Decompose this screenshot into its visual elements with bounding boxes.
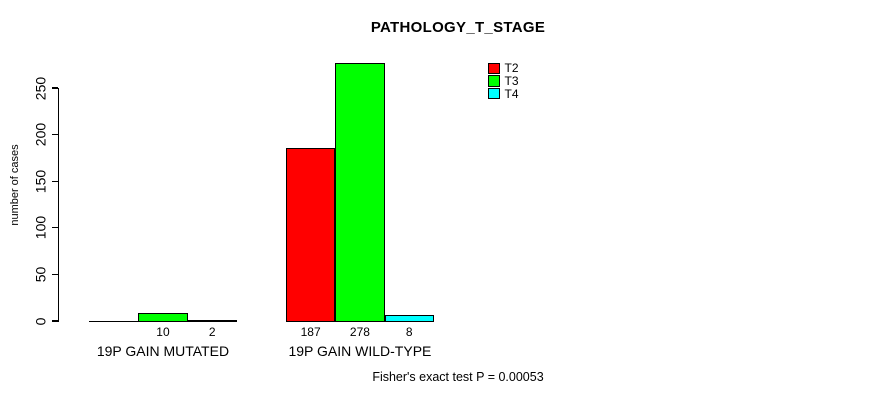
y-axis-tick	[51, 133, 58, 136]
legend-label: T2	[504, 61, 519, 76]
y-axis-line	[57, 88, 59, 323]
legend-swatch-t2	[488, 62, 500, 75]
bar-t3-group2	[335, 63, 385, 323]
legend-swatch-t4	[488, 87, 500, 100]
legend-label: T3	[504, 74, 519, 89]
bar-t2-group2	[286, 147, 336, 323]
y-axis-tick	[51, 227, 58, 229]
x-axis-group-label: 19P GAIN WILD-TYPE	[288, 342, 432, 359]
legend-item-t2: T2	[488, 62, 519, 75]
y-axis-tick-label: 100	[32, 216, 48, 240]
chart-title: PATHOLOGY_T_STAGE	[370, 19, 546, 36]
bar-value-label: 278	[349, 325, 370, 339]
bar-t3-group1	[138, 312, 188, 323]
legend-label: T4	[504, 86, 519, 101]
y-axis-tick	[51, 320, 58, 322]
bar-value-label: 2	[208, 325, 216, 339]
y-axis-tick	[51, 273, 58, 276]
bar-value-label: 8	[405, 325, 413, 339]
y-axis-tick	[51, 87, 58, 89]
bar-value-label: 187	[300, 325, 321, 339]
y-axis-tick-label: 50	[32, 266, 48, 283]
legend-item-t3: T3	[488, 75, 519, 88]
x-axis-group-label: 19P GAIN MUTATED	[96, 342, 230, 359]
stat-test-caption: Fisher's exact test P = 0.00053	[372, 370, 544, 384]
y-axis-tick	[51, 180, 58, 182]
y-axis-tick-label: 150	[32, 169, 48, 193]
bar-t4-group1	[187, 320, 237, 323]
y-axis-tick-label: 250	[32, 76, 48, 100]
bar-t4-group2	[384, 314, 434, 323]
legend-swatch-t3	[488, 75, 500, 87]
y-axis-tick-label: 200	[32, 122, 48, 147]
y-axis-tick-label: 0	[32, 317, 48, 325]
y-axis-title: number of cases	[9, 144, 21, 226]
legend-item-t4: T4	[488, 87, 519, 100]
bar-value-label: 10	[156, 325, 170, 339]
